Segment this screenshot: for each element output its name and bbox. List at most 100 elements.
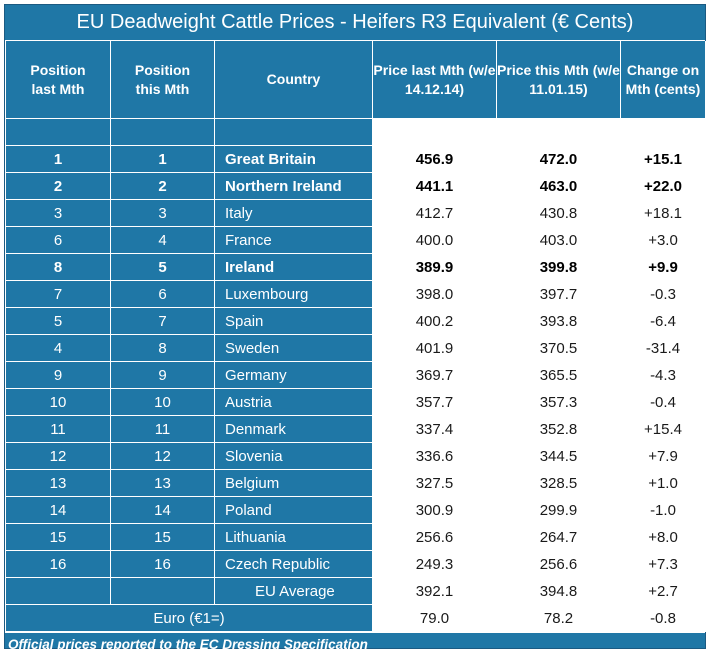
cell-position-last: 2 xyxy=(5,172,111,200)
eu-average-label: EU Average xyxy=(214,577,373,605)
cell-position-this: 9 xyxy=(110,361,215,389)
cell-position-last: 11 xyxy=(5,415,111,443)
cell-price-last: 256.6 xyxy=(372,523,497,551)
cell-price-last: 456.9 xyxy=(372,145,497,173)
cell-price-this: 403.0 xyxy=(496,226,621,254)
header-country: Country xyxy=(214,41,373,119)
cell-change: +7.3 xyxy=(620,550,706,578)
footer-note: Official prices reported to the EC Dress… xyxy=(5,632,705,657)
cell-change: -0.3 xyxy=(620,280,706,308)
cell-price-last: 401.9 xyxy=(372,334,497,362)
cell-change: +8.0 xyxy=(620,523,706,551)
cell-price-this: 299.9 xyxy=(496,496,621,524)
cell-position-this: 4 xyxy=(110,226,215,254)
cell-price-this: 370.5 xyxy=(496,334,621,362)
header-price-last: Price last Mth (w/e 14.12.14) xyxy=(372,41,497,119)
table-row: 14 14 Poland 300.9 299.9 -1.0 xyxy=(5,496,706,524)
cell-change: +18.1 xyxy=(620,199,706,227)
table-row: 15 15 Lithuania 256.6 264.7 +8.0 xyxy=(5,523,706,551)
cell-change: -1.0 xyxy=(620,496,706,524)
cell-country: Lithuania xyxy=(214,523,373,551)
cell-price-last: 357.7 xyxy=(372,388,497,416)
cell-country: Sweden xyxy=(214,334,373,362)
cell-change: +9.9 xyxy=(620,253,706,281)
cell-position-last: 1 xyxy=(5,145,111,173)
cell-price-last: 389.9 xyxy=(372,253,497,281)
cell-price-this: 357.3 xyxy=(496,388,621,416)
cell-price-last: 300.9 xyxy=(372,496,497,524)
cell-position-this: 16 xyxy=(110,550,215,578)
cell-price-this: 344.5 xyxy=(496,442,621,470)
cell-change: -4.3 xyxy=(620,361,706,389)
table-row: 10 10 Austria 357.7 357.3 -0.4 xyxy=(5,388,706,416)
cell-price-last: 369.7 xyxy=(372,361,497,389)
header-position-last: Position last Mth xyxy=(5,41,111,119)
cell-position-last: 10 xyxy=(5,388,111,416)
cell-position-this: 10 xyxy=(110,388,215,416)
cell-price-this: 399.8 xyxy=(496,253,621,281)
header-position-this: Position this Mth xyxy=(110,41,215,119)
cell-position-last: 7 xyxy=(5,280,111,308)
cell-position-last: 9 xyxy=(5,361,111,389)
cell-position-last: 12 xyxy=(5,442,111,470)
cell-position-last: 5 xyxy=(5,307,111,335)
eu-average-change: +2.7 xyxy=(620,577,706,605)
cell-position-last: 3 xyxy=(5,199,111,227)
cell-price-this: 393.8 xyxy=(496,307,621,335)
cell-price-this: 365.5 xyxy=(496,361,621,389)
cell-change: +1.0 xyxy=(620,469,706,497)
cell-country: Spain xyxy=(214,307,373,335)
eu-average-price-this: 394.8 xyxy=(496,577,621,605)
euro-rate-last: 79.0 xyxy=(372,604,497,632)
cell-position-last: 15 xyxy=(5,523,111,551)
header-change: Change on Mth (cents) xyxy=(620,41,706,119)
cell-country: Ireland xyxy=(214,253,373,281)
cell-position-last: 8 xyxy=(5,253,111,281)
euro-rate-this: 78.2 xyxy=(496,604,621,632)
cell-country: Czech Republic xyxy=(214,550,373,578)
cell-price-last: 398.0 xyxy=(372,280,497,308)
cell-change: +7.9 xyxy=(620,442,706,470)
table-row: 16 16 Czech Republic 249.3 256.6 +7.3 xyxy=(5,550,706,578)
cell-price-last: 441.1 xyxy=(372,172,497,200)
cell-position-this: 7 xyxy=(110,307,215,335)
cell-price-last: 336.6 xyxy=(372,442,497,470)
table-row: 6 4 France 400.0 403.0 +3.0 xyxy=(5,226,706,254)
table-title: EU Deadweight Cattle Prices - Heifers R3… xyxy=(5,5,705,41)
cell-country: Austria xyxy=(214,388,373,416)
cell-price-last: 327.5 xyxy=(372,469,497,497)
cell-country: Italy xyxy=(214,199,373,227)
table-row: 1 1 Great Britain 456.9 472.0 +15.1 xyxy=(5,145,706,173)
cell-price-last: 400.2 xyxy=(372,307,497,335)
cell-change: +15.4 xyxy=(620,415,706,443)
cell-position-this: 2 xyxy=(110,172,215,200)
cell-price-last: 412.7 xyxy=(372,199,497,227)
table-row: 8 5 Ireland 389.9 399.8 +9.9 xyxy=(5,253,706,281)
table-row: 11 11 Denmark 337.4 352.8 +15.4 xyxy=(5,415,706,443)
eu-average-row: EU Average 392.1 394.8 +2.7 xyxy=(5,577,706,605)
header-row: Position last Mth Position this Mth Coun… xyxy=(5,41,706,119)
cell-position-this: 8 xyxy=(110,334,215,362)
eu-average-price-last: 392.1 xyxy=(372,577,497,605)
table-row: 2 2 Northern Ireland 441.1 463.0 +22.0 xyxy=(5,172,706,200)
cell-change: +15.1 xyxy=(620,145,706,173)
cell-country: Luxembourg xyxy=(214,280,373,308)
euro-rate-label: Euro (€1=) xyxy=(5,604,373,632)
cell-position-this: 11 xyxy=(110,415,215,443)
cell-position-last: 16 xyxy=(5,550,111,578)
cattle-price-table: Position last Mth Position this Mth Coun… xyxy=(5,41,706,632)
cell-price-this: 463.0 xyxy=(496,172,621,200)
table-row: 5 7 Spain 400.2 393.8 -6.4 xyxy=(5,307,706,335)
cell-position-this: 1 xyxy=(110,145,215,173)
cell-change: -6.4 xyxy=(620,307,706,335)
cell-country: Poland xyxy=(214,496,373,524)
cell-change: -0.4 xyxy=(620,388,706,416)
cell-position-this: 12 xyxy=(110,442,215,470)
cell-position-this: 3 xyxy=(110,199,215,227)
cell-change: +3.0 xyxy=(620,226,706,254)
cell-price-last: 249.3 xyxy=(372,550,497,578)
cell-position-last: 13 xyxy=(5,469,111,497)
cell-change: +22.0 xyxy=(620,172,706,200)
cell-position-last: 6 xyxy=(5,226,111,254)
cell-country: Germany xyxy=(214,361,373,389)
